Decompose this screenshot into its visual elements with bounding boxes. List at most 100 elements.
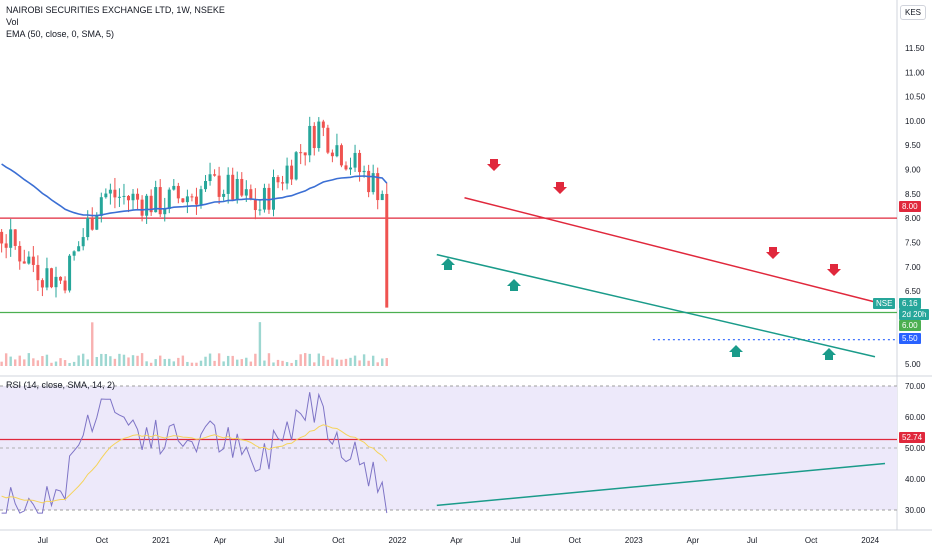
candle-body bbox=[308, 125, 312, 156]
volume-bar bbox=[313, 362, 316, 366]
volume-bar bbox=[231, 355, 234, 366]
volume-bar bbox=[127, 357, 130, 366]
price-tick-10: 6.50 bbox=[905, 287, 921, 296]
volume-bar bbox=[122, 354, 126, 366]
price-tick-0: 11.50 bbox=[905, 44, 925, 53]
volume-bar bbox=[63, 360, 67, 366]
candle-body bbox=[145, 195, 149, 216]
volume-bar bbox=[145, 361, 148, 366]
rsi-tick-1: 60.00 bbox=[905, 413, 926, 422]
candle-body bbox=[45, 268, 49, 288]
candle-body bbox=[358, 152, 362, 173]
volume-bar bbox=[226, 355, 230, 366]
candle-body bbox=[222, 193, 226, 197]
rsi-tick-2: 50.00 bbox=[905, 444, 926, 453]
time-tick-8: Jul bbox=[510, 536, 520, 545]
price-tick-1: 11.00 bbox=[905, 68, 925, 77]
candle-body bbox=[0, 231, 4, 244]
time-tick-3: Apr bbox=[214, 536, 227, 545]
candle-body bbox=[367, 170, 371, 193]
volume-bar bbox=[217, 353, 221, 366]
candle-body bbox=[317, 121, 321, 149]
time-tick-14: 2024 bbox=[861, 536, 879, 545]
candle-body bbox=[380, 193, 384, 201]
volume-bar bbox=[136, 355, 139, 366]
volume-bar bbox=[294, 359, 298, 366]
volume-bar bbox=[385, 358, 388, 366]
volume-bar bbox=[81, 353, 85, 366]
candle-body bbox=[117, 196, 121, 198]
rsi-label[interactable]: RSI (14, close, SMA, 14, 2) bbox=[6, 380, 116, 390]
rsi-tick-3: 40.00 bbox=[905, 475, 926, 484]
candle-body bbox=[208, 174, 212, 182]
rsi-line bbox=[1, 392, 388, 514]
volume-bar bbox=[371, 355, 375, 366]
candle-body bbox=[235, 178, 239, 200]
volume-bar bbox=[23, 359, 26, 366]
candle-body bbox=[217, 175, 221, 197]
price-tick-13: 5.00 bbox=[905, 360, 921, 369]
volume-bar bbox=[353, 355, 357, 366]
candle-body bbox=[158, 187, 162, 215]
volume-bar bbox=[163, 359, 166, 366]
candle-body bbox=[190, 196, 194, 198]
support-trendline bbox=[436, 253, 876, 358]
candle-body bbox=[113, 189, 117, 198]
candle-body bbox=[299, 152, 303, 154]
volume-bar bbox=[131, 355, 135, 366]
price-tick-9: 7.00 bbox=[905, 263, 921, 272]
volume-label[interactable]: Vol bbox=[6, 17, 19, 27]
candle-body bbox=[108, 189, 112, 194]
candle-body bbox=[249, 189, 253, 200]
volume-bar bbox=[376, 362, 379, 366]
volume-bar bbox=[317, 353, 320, 366]
volume-bar bbox=[95, 356, 98, 366]
volume-bar bbox=[54, 361, 58, 366]
volume-bar bbox=[381, 358, 384, 366]
volume-bar bbox=[100, 353, 103, 366]
rsi-band bbox=[0, 386, 897, 510]
candle-body bbox=[199, 189, 203, 205]
candle-body bbox=[290, 165, 294, 180]
candle-body bbox=[258, 209, 262, 211]
volume-bar bbox=[168, 358, 171, 366]
candle-body bbox=[18, 245, 22, 262]
volume-bar bbox=[308, 353, 311, 366]
volume-bar bbox=[267, 353, 271, 366]
level-55-tag: 5.50 bbox=[899, 333, 921, 344]
candle-body bbox=[194, 196, 198, 205]
candle-body bbox=[271, 177, 275, 210]
candle-body bbox=[40, 280, 44, 288]
volume-bar bbox=[272, 362, 275, 366]
price-symbol-tag: NSE bbox=[873, 298, 896, 309]
price-tick-4: 9.50 bbox=[905, 141, 921, 150]
candles bbox=[0, 116, 389, 366]
down-arrow-3 bbox=[766, 247, 780, 259]
time-tick-11: Apr bbox=[687, 536, 700, 545]
volume-bar bbox=[9, 356, 12, 366]
candle-body bbox=[27, 256, 31, 264]
candle-body bbox=[167, 189, 171, 209]
candle-body bbox=[344, 165, 348, 170]
candle-body bbox=[339, 145, 343, 166]
volume-bar bbox=[249, 361, 253, 366]
up-arrow-2 bbox=[507, 279, 521, 291]
volume-bar bbox=[285, 362, 289, 366]
candle-body bbox=[122, 195, 126, 197]
candle-body bbox=[49, 268, 53, 288]
symbol-title[interactable]: NAIROBI SECURITIES EXCHANGE LTD, 1W, NSE… bbox=[6, 5, 225, 15]
candle-body bbox=[13, 229, 17, 246]
candle-body bbox=[362, 170, 366, 173]
candle-body bbox=[68, 255, 72, 291]
candle-body bbox=[226, 174, 230, 194]
currency-button[interactable]: KES bbox=[899, 5, 926, 20]
candle-body bbox=[294, 152, 298, 180]
up-arrow-4 bbox=[822, 348, 836, 360]
ema-label[interactable]: EMA (50, close, 0, SMA, 5) bbox=[6, 29, 115, 39]
volume-bar bbox=[299, 354, 302, 366]
time-tick-6: 2022 bbox=[389, 536, 407, 545]
candle-body bbox=[349, 167, 353, 170]
candle-body bbox=[126, 195, 130, 201]
volume-bar bbox=[290, 362, 293, 366]
